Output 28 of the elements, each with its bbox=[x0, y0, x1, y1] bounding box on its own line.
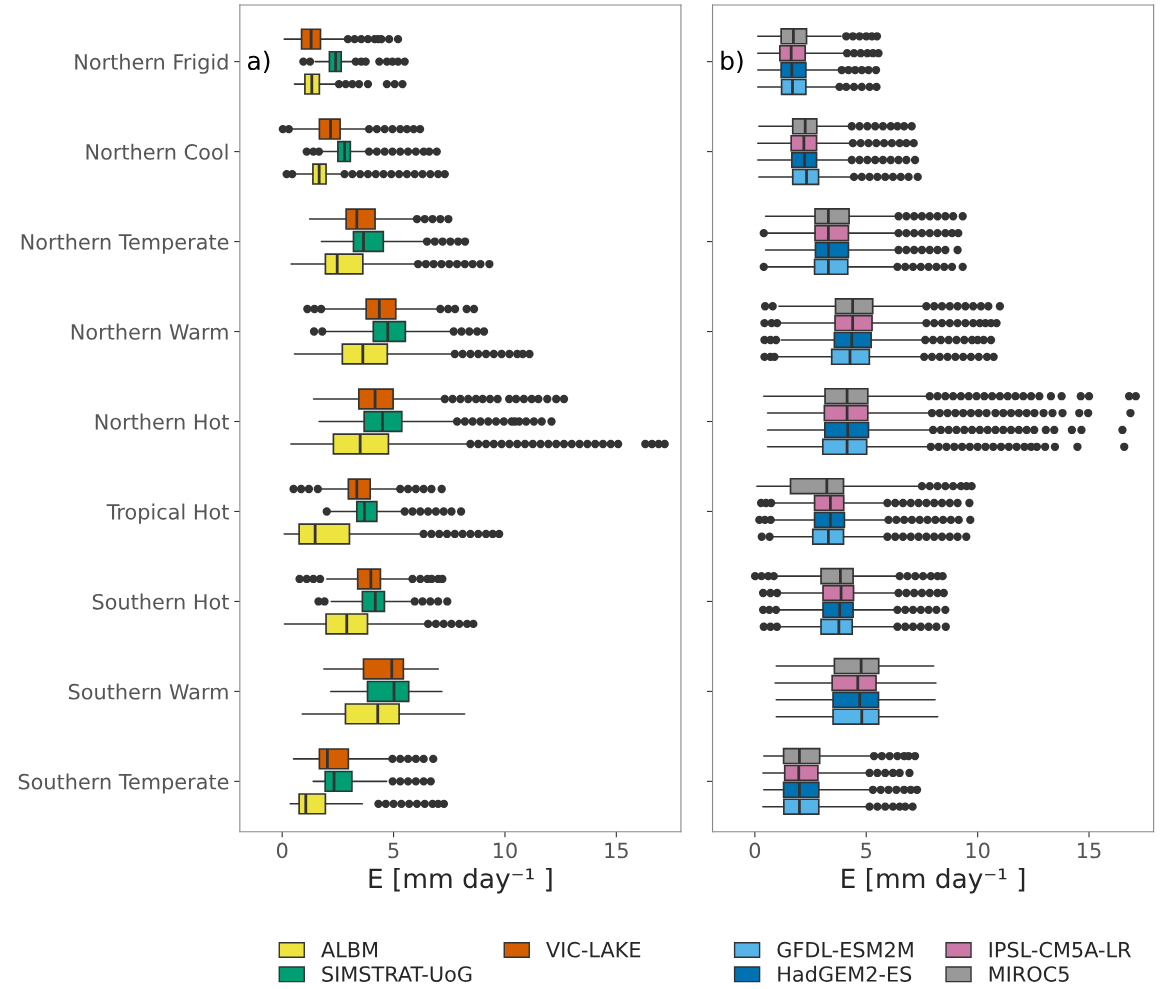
x-tick-label: 0 bbox=[276, 842, 288, 859]
y-tick-label: Northern Temperate bbox=[21, 233, 229, 254]
y-tick-label: Southern Warm bbox=[68, 683, 228, 700]
y-tick-label: Tropical Hot bbox=[106, 503, 229, 524]
legend-label: VIC-LAKE bbox=[546, 941, 641, 958]
x-tick-label: 5 bbox=[388, 842, 399, 859]
x-tick-label: 15 bbox=[1078, 842, 1101, 859]
x-tick-label: 10 bbox=[966, 842, 990, 859]
y-tick-label: Southern Hot bbox=[92, 593, 229, 610]
annotation: a) bbox=[247, 50, 270, 74]
x-axis-title: E [mm day⁻¹ ] bbox=[842, 867, 1025, 894]
legend-label: ALBM bbox=[321, 942, 378, 958]
legend-label: IPSL-CM5A-LR bbox=[989, 941, 1131, 958]
y-tick-label: Northern Warm bbox=[71, 323, 228, 340]
y-tick-label: Southern Temperate bbox=[18, 773, 229, 794]
x-tick-label: 15 bbox=[605, 842, 628, 859]
legend-label: GFDL-ESM2M bbox=[777, 941, 913, 958]
annotation: b) bbox=[721, 50, 743, 74]
legend-label: HadGEM2-ES bbox=[778, 965, 912, 982]
x-tick-label: 0 bbox=[749, 842, 761, 859]
legend-label: SIMSTRAT-UoG bbox=[322, 966, 472, 982]
x-tick-label: 5 bbox=[861, 842, 872, 859]
y-tick-label: Northern Frigid bbox=[75, 53, 228, 74]
x-tick-label: 10 bbox=[493, 842, 517, 859]
y-tick-label: Northern Cool bbox=[86, 143, 228, 160]
y-tick-label: Northern Hot bbox=[95, 413, 229, 430]
legend-label: MIROC5 bbox=[989, 966, 1069, 982]
x-axis-title: E [mm day⁻¹ ] bbox=[369, 867, 552, 894]
